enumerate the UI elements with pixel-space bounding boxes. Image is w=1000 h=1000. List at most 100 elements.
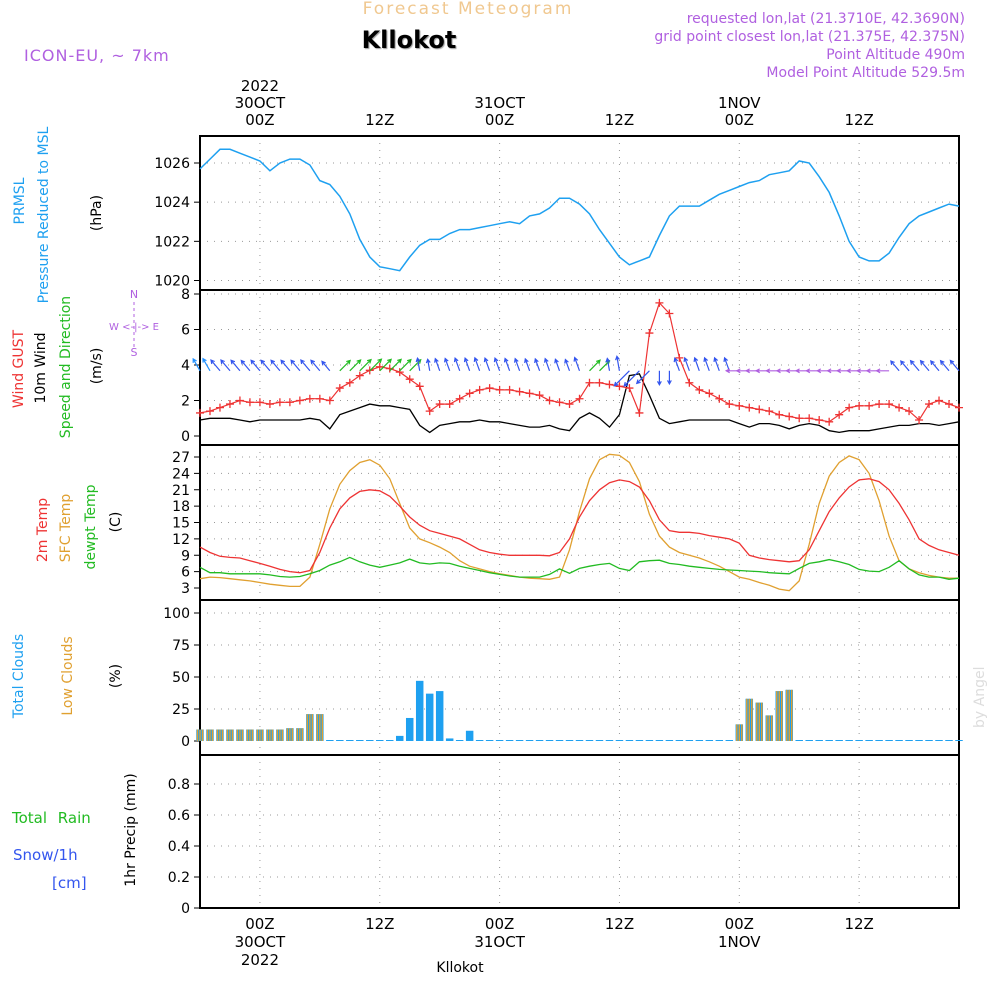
low-cloud-bar	[219, 729, 221, 741]
total-cloud-bar	[955, 740, 963, 741]
total-cloud-bar	[376, 740, 384, 741]
total-cloud-bar	[405, 717, 414, 741]
low-cloud-bar	[201, 729, 204, 741]
credit-watermark: by Angel	[972, 667, 988, 728]
total-cloud-bar	[455, 740, 464, 741]
time-label-top: 00Z	[725, 111, 754, 129]
total-cloud-bar	[326, 740, 334, 741]
wind-direction-arrow	[713, 356, 720, 372]
total-cloud-bar	[565, 740, 574, 741]
gust-marker	[615, 382, 624, 391]
low-cloud-bar	[748, 698, 750, 741]
low-cloud-bar	[241, 729, 244, 741]
wind-direction-arrow	[613, 370, 630, 387]
gust-marker	[525, 389, 534, 398]
precip-unit: 1hr Precip (mm)	[123, 773, 139, 886]
time-label-bottom: 12Z	[365, 915, 394, 933]
gust-marker	[425, 407, 434, 416]
wind-direction-arrow	[514, 357, 521, 372]
total-cloud-bar	[835, 740, 843, 741]
time-label-bottom: 00Z	[245, 915, 274, 933]
y-tick-label: 4	[181, 358, 190, 374]
low-cloud-bar	[741, 724, 743, 741]
gust-marker	[735, 401, 744, 410]
total-cloud-bar	[386, 740, 394, 741]
wind-direction-arrow	[554, 358, 561, 372]
temp-label-2m: 2m Temp	[35, 498, 51, 562]
time-label-bottom: 12Z	[605, 915, 634, 933]
low-cloud-bar	[291, 728, 294, 741]
cloud-label-low: Low Clouds	[60, 636, 76, 715]
low-cloud-bar	[286, 728, 289, 741]
gust-marker	[535, 391, 544, 400]
low-cloud-bar	[776, 691, 778, 741]
gust-marker	[305, 394, 314, 403]
time-label-top: 00Z	[245, 111, 274, 129]
precip-label-snow-unit: [cm]	[52, 874, 87, 892]
y-tick-label: 24	[172, 466, 190, 482]
wind-direction-arrow	[230, 359, 241, 372]
gust-marker	[665, 309, 674, 318]
wind-direction-arrow	[899, 360, 910, 372]
low-cloud-bar	[226, 729, 229, 741]
low-cloud-bar	[299, 728, 301, 741]
pressure-line	[199, 148, 960, 272]
gust-marker	[705, 389, 714, 398]
low-cloud-bar	[758, 702, 760, 741]
gust-marker	[335, 384, 344, 393]
panel-3: 0 25 50 75 100	[163, 599, 960, 756]
panel-frame	[199, 289, 960, 446]
y-tick-label: 100	[163, 606, 190, 622]
gust-marker	[395, 368, 404, 377]
total-cloud-bar	[845, 740, 853, 741]
y-tick-label: 1024	[154, 195, 190, 211]
total-cloud-bar	[605, 740, 614, 741]
wind-direction-arrow	[359, 358, 372, 372]
time-label-bottom: 31OCT	[474, 933, 525, 951]
wind-direction-arrow	[573, 356, 581, 372]
gust-marker	[745, 403, 754, 412]
total-cloud-bar	[435, 691, 444, 741]
gust-marker	[355, 371, 364, 380]
total-cloud-bar	[655, 740, 664, 741]
y-tick-label: 0.8	[168, 777, 190, 793]
wind-direction-arrow	[280, 359, 291, 372]
total-cloud-bar	[925, 740, 933, 741]
low-cloud-bar	[296, 728, 299, 741]
panel-1: 0 2 4 6 8	[181, 287, 960, 446]
gust-marker	[635, 408, 644, 417]
total-cloud-bar	[465, 730, 474, 741]
gust-marker	[485, 384, 494, 393]
low-cloud-bar	[768, 715, 770, 741]
precip-labels: Total Rain Snow/1h [cm] 1hr Precip (mm)	[11, 773, 139, 892]
gust-marker	[495, 385, 504, 394]
low-cloud-bar	[236, 729, 239, 741]
total-cloud-bar	[535, 740, 544, 741]
gust-marker	[625, 384, 634, 393]
gust-marker	[515, 387, 524, 396]
gust-marker	[205, 407, 214, 416]
total-cloud-bar	[585, 740, 594, 741]
y-tick-label: 0.4	[168, 839, 190, 855]
total-cloud-bar	[635, 740, 644, 741]
low-cloud-bar	[271, 729, 274, 741]
low-cloud-bar	[216, 729, 219, 741]
gust-marker	[885, 400, 894, 409]
footer-location: Kllokot	[436, 960, 484, 976]
panel-4: 0 0.2 0.4 0.6 0.8	[168, 754, 960, 917]
total-cloud-bar	[366, 740, 374, 741]
total-cloud-bar	[485, 740, 494, 741]
gust-marker	[255, 398, 264, 407]
gust-marker	[955, 403, 963, 412]
total-cloud-bar	[415, 680, 424, 741]
low-cloud-bar	[279, 729, 281, 741]
time-label-top: 12Z	[365, 111, 394, 129]
gust-marker	[875, 400, 884, 409]
low-cloud-bar	[761, 702, 763, 741]
compass-n: N	[130, 288, 138, 301]
plot-panels: 1020102210241026024683691215182124270255…	[154, 135, 963, 917]
total-cloud-bar	[525, 740, 534, 741]
y-tick-label: 12	[172, 532, 190, 548]
gust-marker	[505, 385, 514, 394]
wind-direction-arrow	[415, 356, 421, 371]
